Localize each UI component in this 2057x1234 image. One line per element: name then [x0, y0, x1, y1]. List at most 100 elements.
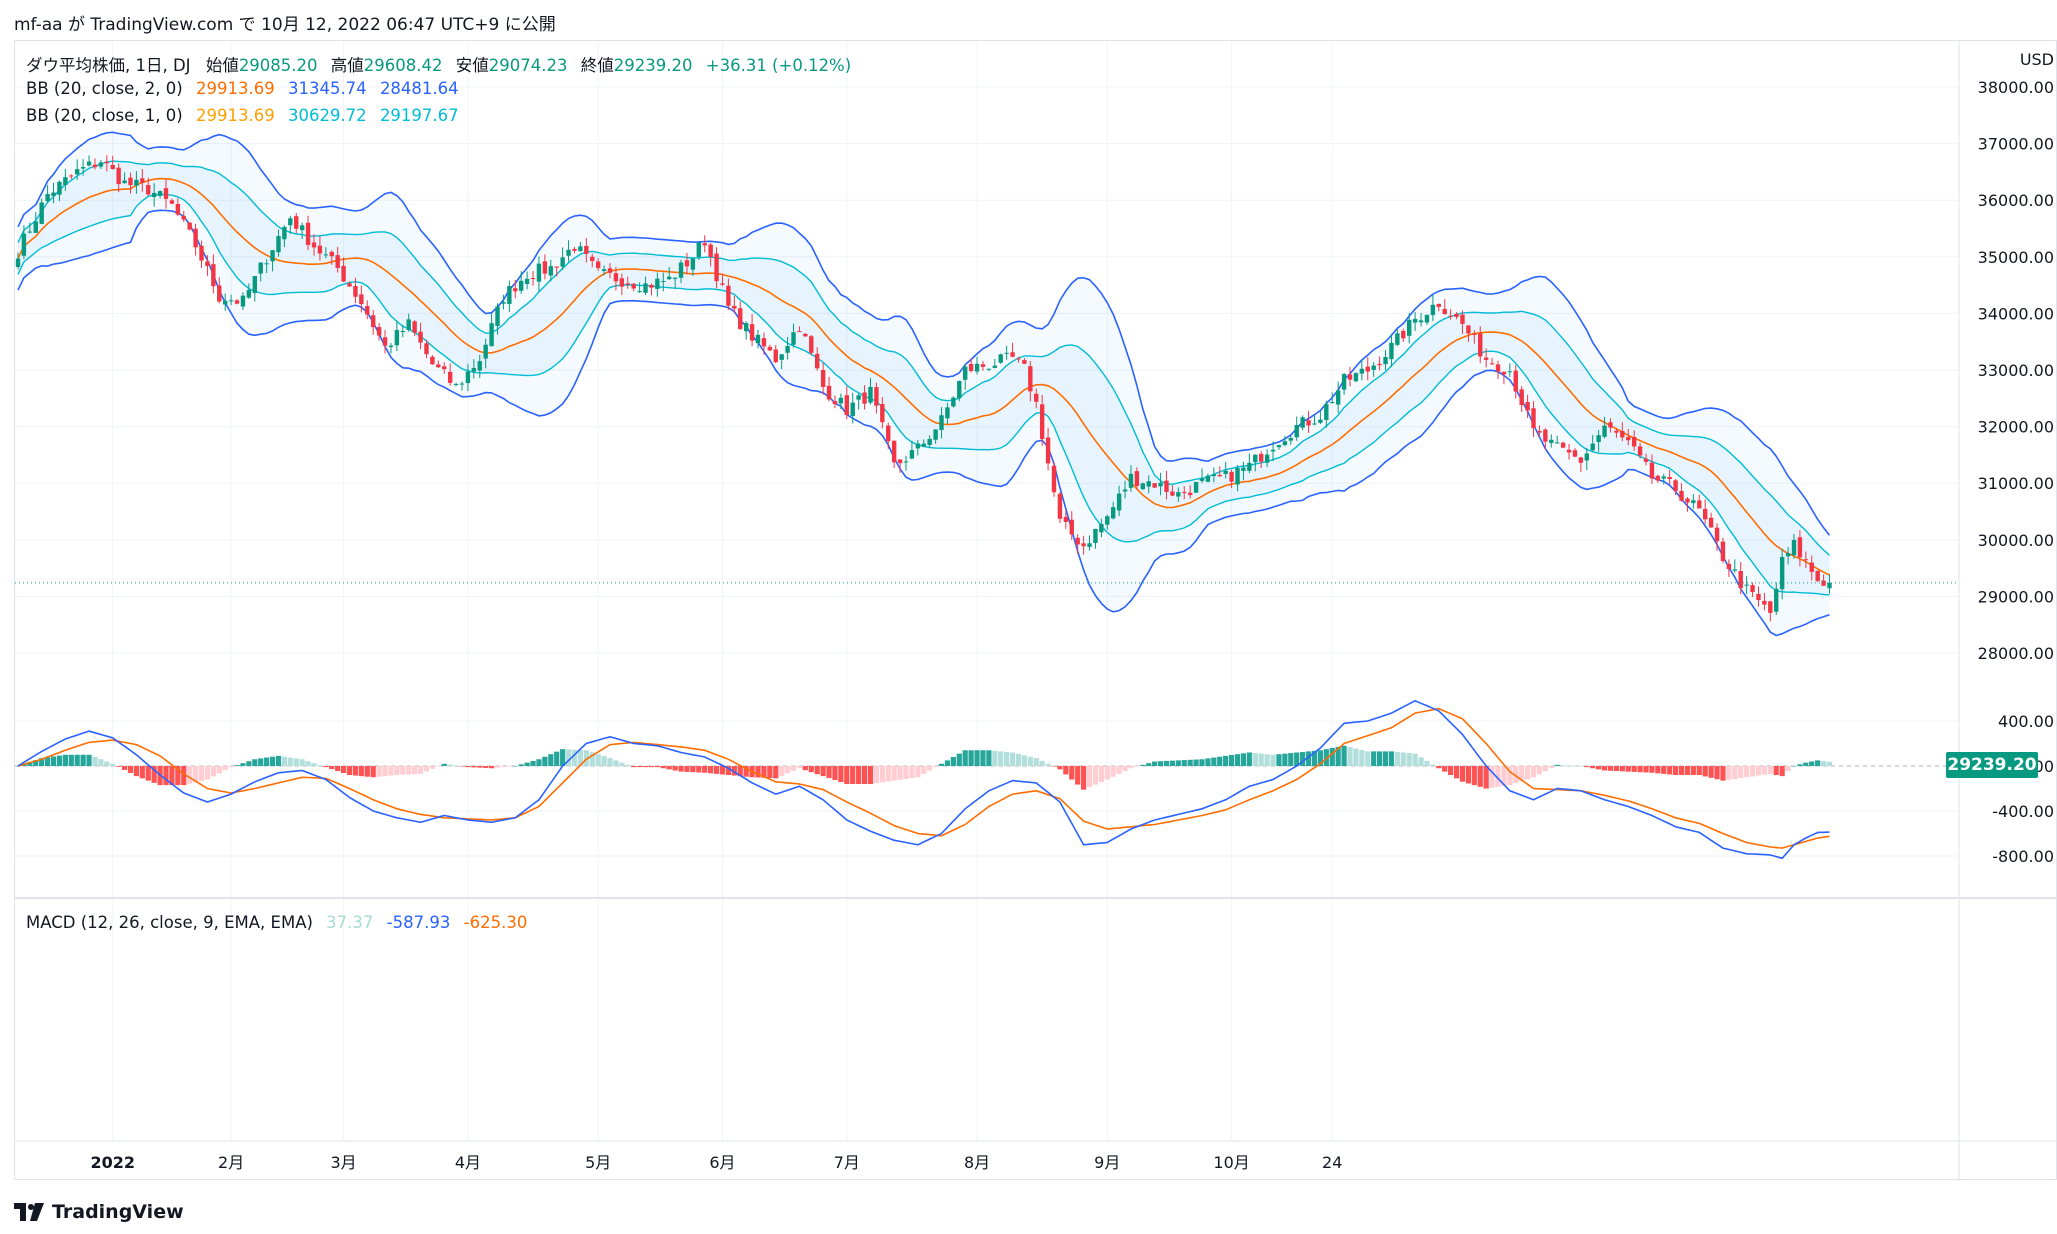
candle-body	[1608, 422, 1613, 428]
candle-body	[128, 177, 133, 186]
macd-histogram-bar	[104, 761, 110, 766]
candle-body	[199, 245, 204, 261]
macd-line-value: -587.93	[386, 913, 451, 932]
macd-histogram-bar	[1033, 758, 1039, 766]
macd-histogram-bar	[826, 766, 832, 779]
candle-body	[1631, 436, 1637, 447]
price-tick-label: 31000.00	[1978, 474, 2054, 493]
candle-body	[329, 251, 334, 257]
candle-body	[974, 363, 980, 372]
macd-histogram-bar	[1205, 758, 1211, 766]
macd-histogram-bar	[1436, 766, 1442, 769]
candle-body	[92, 164, 98, 168]
candle-body	[957, 380, 962, 399]
bb1-label[interactable]: BB (20, close, 1, 0)	[26, 106, 183, 125]
candle-body	[880, 404, 885, 423]
macd-histogram-bar	[861, 766, 868, 784]
time-tick-label: 2022	[90, 1153, 135, 1172]
macd-histogram-bar	[1388, 751, 1395, 766]
macd-histogram-bar	[524, 762, 530, 766]
macd-histogram-bar	[637, 766, 643, 768]
candle-body	[305, 222, 311, 245]
macd-histogram-bar	[530, 760, 536, 766]
macd-histogram-bar	[264, 757, 270, 766]
candle-body	[1318, 419, 1323, 423]
candle-body	[809, 336, 814, 353]
macd-histogram-bar	[305, 761, 311, 766]
macd-histogram-bar	[1039, 760, 1045, 766]
macd-histogram-bar	[1317, 750, 1323, 766]
bb2-legend[interactable]: BB (20, close, 2, 0) 29913.69 31345.74 2…	[26, 79, 459, 98]
candle-body	[649, 284, 654, 288]
candle-body	[992, 365, 997, 368]
macd-histogram-bar	[1193, 759, 1199, 766]
price-tick-label: 36000.00	[1978, 191, 2054, 210]
macd-histogram-bar	[352, 766, 359, 776]
macd-histogram-bar	[228, 766, 234, 768]
macd-histogram-bar	[1092, 766, 1099, 785]
candle-body	[690, 258, 696, 270]
chart-svg[interactable]: 38000.00 37000.00 36000.00 35000.00 34000.00…	[15, 41, 2057, 1181]
candle-body	[501, 302, 506, 304]
candle-body	[1626, 437, 1631, 441]
symbol-legend[interactable]: ダウ平均株価, 1日, DJ 始値29085.20 高値29608.42 安値2…	[26, 52, 851, 76]
candle-body	[1774, 588, 1779, 612]
macd-label[interactable]: MACD (12, 26, close, 9, EMA, EMA)	[26, 913, 313, 932]
macd-histogram-bar	[956, 753, 962, 766]
macd-histogram-bar	[335, 766, 341, 772]
macd-histogram-bar	[1110, 766, 1116, 777]
macd-histogram-bar	[1412, 753, 1418, 766]
candle-body	[595, 261, 601, 269]
candle-body	[294, 216, 299, 229]
candle-body	[63, 177, 68, 186]
price-tick-label: 35000.00	[1978, 248, 2054, 267]
bb1-legend[interactable]: BB (20, close, 1, 0) 29913.69 30629.72 2…	[26, 106, 459, 125]
candle-body	[1785, 553, 1791, 557]
macd-histogram-bar	[560, 749, 566, 766]
macd-histogram-bar	[275, 755, 282, 766]
candle-body	[104, 161, 109, 164]
macd-histogram-bar	[358, 766, 364, 777]
macd-histogram-bar	[808, 766, 814, 773]
macd-histogram-bar	[193, 766, 199, 783]
candle-body	[252, 276, 257, 293]
macd-histogram-bar	[1453, 766, 1460, 779]
macd-histogram-bar	[1749, 766, 1756, 777]
candle-body	[1797, 537, 1803, 558]
macd-histogram-bar	[465, 766, 471, 768]
candle-body	[578, 246, 583, 252]
candle-body	[489, 323, 494, 347]
currency-label: USD	[2020, 50, 2054, 69]
candle-body	[1294, 425, 1299, 438]
macd-histogram-bar	[879, 766, 885, 783]
macd-histogram-bar	[453, 765, 459, 766]
candle-body	[601, 269, 607, 272]
candle-body	[1501, 371, 1507, 375]
macd-histogram-bar	[234, 765, 240, 766]
macd-histogram-bar	[287, 757, 293, 766]
candle-body	[1655, 475, 1661, 481]
change-value: +36.31 (+0.12%)	[705, 56, 852, 75]
symbol-title[interactable]: ダウ平均株価, 1日, DJ	[26, 56, 191, 75]
candle-body	[1253, 454, 1258, 463]
bb2-label[interactable]: BB (20, close, 2, 0)	[26, 79, 183, 98]
candle-body	[1004, 352, 1009, 354]
tradingview-logo[interactable]: TradingView	[14, 1201, 184, 1223]
macd-histogram-bar	[187, 766, 193, 784]
macd-legend[interactable]: MACD (12, 26, close, 9, EMA, EMA) 37.37 …	[26, 913, 527, 932]
macd-histogram-bar	[1365, 751, 1371, 766]
candle-body	[1649, 462, 1655, 479]
macd-histogram-bar	[1152, 761, 1158, 766]
candle-body	[228, 300, 234, 302]
macd-histogram-bar	[1359, 749, 1365, 766]
candle-body	[353, 285, 358, 297]
candle-body	[1460, 314, 1465, 324]
macd-histogram-bar	[210, 766, 216, 777]
candle-body	[1697, 500, 1702, 509]
macd-histogram-bar	[1187, 759, 1193, 766]
candle-body	[542, 261, 548, 274]
close-value: 29239.20	[613, 56, 693, 75]
candle-body	[1383, 356, 1388, 365]
chart-panel[interactable]: 38000.00 37000.00 36000.00 35000.00 34000.00…	[14, 40, 2057, 1181]
macd-histogram-bar	[743, 766, 749, 777]
